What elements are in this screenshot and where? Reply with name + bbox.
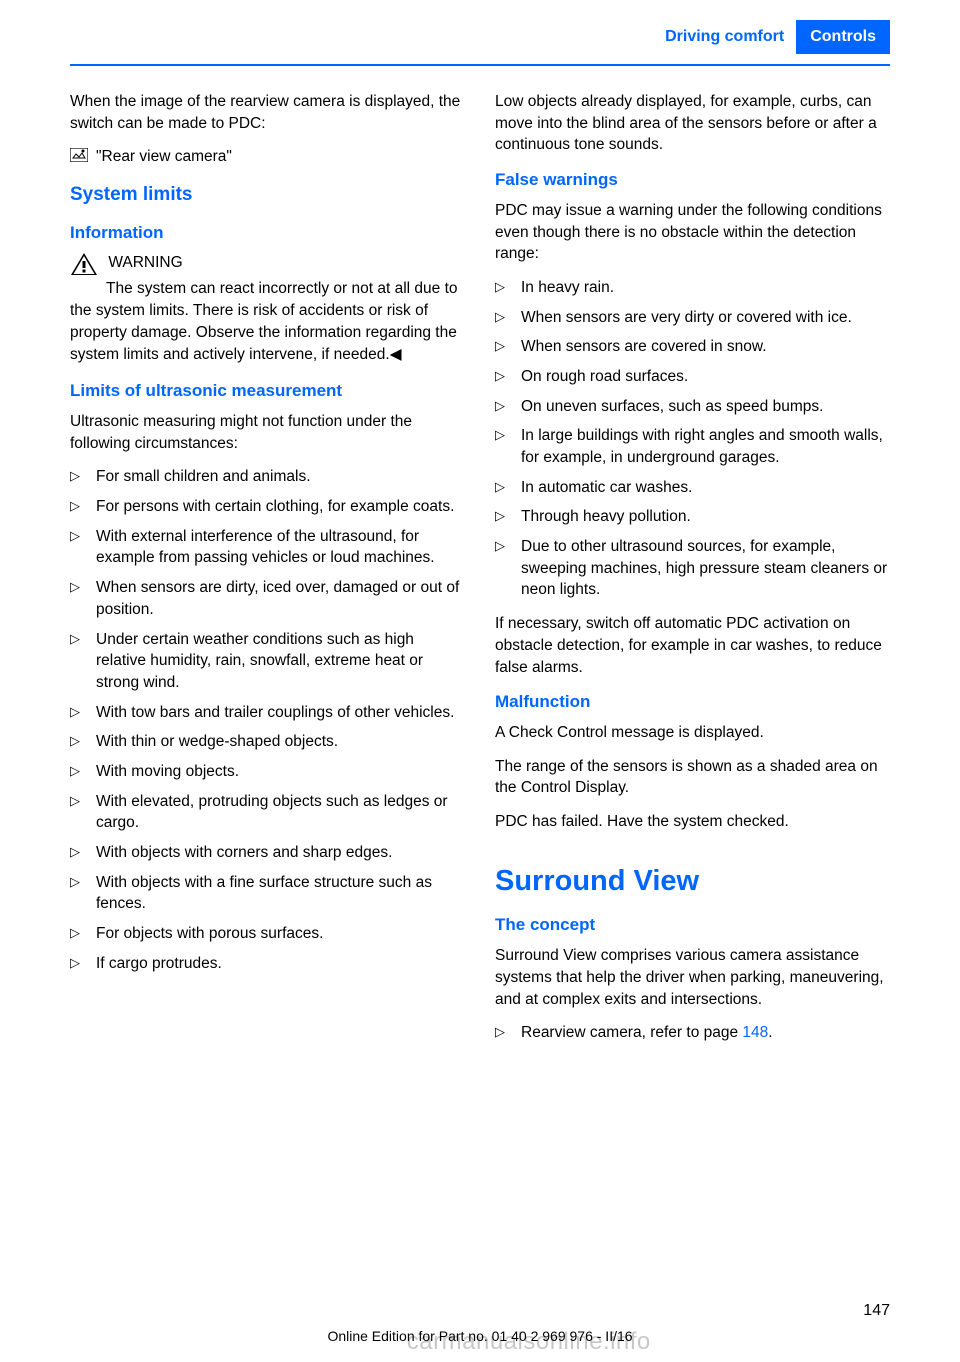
left-column: When the image of the rearview camera is…: [70, 91, 465, 1056]
intro-paragraph: When the image of the rearview camera is…: [70, 91, 465, 134]
list-item: For small children and animals.: [70, 466, 465, 488]
list-item: In large buildings with right angles and…: [495, 425, 890, 468]
list-item: On uneven surfaces, such as speed bumps.: [495, 396, 890, 418]
list-item: With objects with a fine surface structu…: [70, 872, 465, 915]
page-header: Driving comfort Controls: [0, 0, 960, 54]
page-number: 147: [863, 1302, 890, 1320]
heading-limits-ultrasonic: Limits of ultrasonic measurement: [70, 379, 465, 403]
right-column: Low objects already displayed, for examp…: [495, 91, 890, 1056]
false-list: In heavy rain. When sensors are very dir…: [495, 277, 890, 601]
heading-information: Information: [70, 221, 465, 245]
warning-icon: [70, 252, 98, 276]
header-divider: [70, 64, 890, 66]
malfunction-p2: The range of the sensors is shown as a s…: [495, 756, 890, 799]
list-item: With objects with corners and sharp edge…: [70, 842, 465, 864]
heading-the-concept: The concept: [495, 913, 890, 937]
malfunction-p1: A Check Control message is displayed.: [495, 722, 890, 744]
list-item: On rough road surfaces.: [495, 366, 890, 388]
breadcrumb-section: Driving comfort: [665, 28, 784, 46]
list-item: For persons with certain clothing, for e…: [70, 496, 465, 518]
warning-label: WARNING: [108, 254, 182, 271]
list-item: When sensors are very dirty or covered w…: [495, 307, 890, 329]
list-item: With tow bars and trailer couplings of o…: [70, 702, 465, 724]
list-item: With elevated, protruding objects such a…: [70, 791, 465, 834]
heading-surround-view: Surround View: [495, 861, 890, 902]
false-intro: PDC may issue a warning under the follow…: [495, 200, 890, 265]
list-item: With moving objects.: [70, 761, 465, 783]
limits-intro: Ultrasonic measuring might not function …: [70, 411, 465, 454]
ref-prefix: Rearview camera, refer to page: [521, 1024, 742, 1041]
list-item: When sensors are covered in snow.: [495, 336, 890, 358]
low-objects-paragraph: Low objects already displayed, for examp…: [495, 91, 890, 156]
menu-item-label: "Rear view camera": [96, 148, 232, 165]
warning-body: The system can react incorrectly or not …: [70, 278, 465, 365]
heading-malfunction: Malfunction: [495, 690, 890, 714]
concept-body: Surround View comprises various camera a…: [495, 945, 890, 1010]
footer-line: Online Edition for Part no. 01 40 2 969 …: [0, 1328, 960, 1362]
warning-block: WARNING The system can react incorrectly…: [70, 252, 465, 365]
list-item: Rearview camera, refer to page 148.: [495, 1022, 890, 1044]
list-item: For objects with porous surfaces.: [70, 923, 465, 945]
heading-false-warnings: False warnings: [495, 168, 890, 192]
heading-system-limits: System limits: [70, 182, 465, 209]
list-item: With thin or wedge-shaped objects.: [70, 731, 465, 753]
list-item: Due to other ultrasound sources, for exa…: [495, 536, 890, 601]
concept-ref-list: Rearview camera, refer to page 148.: [495, 1022, 890, 1044]
breadcrumb-chapter: Controls: [796, 20, 890, 54]
menu-icon: [70, 148, 88, 162]
list-item: If cargo protrudes.: [70, 953, 465, 975]
list-item: In heavy rain.: [495, 277, 890, 299]
list-item: When sensors are dirty, iced over, dam­a…: [70, 577, 465, 620]
malfunction-p3: PDC has failed. Have the system checked.: [495, 811, 890, 833]
page-ref-link[interactable]: 148: [742, 1024, 768, 1041]
list-item: In automatic car washes.: [495, 477, 890, 499]
menu-item-rear-view: "Rear view camera": [70, 146, 465, 168]
false-outro: If necessary, switch off automatic PDC a…: [495, 613, 890, 678]
list-item: Under certain weather conditions such as…: [70, 629, 465, 694]
list-item: Through heavy pollution.: [495, 506, 890, 528]
content-columns: When the image of the rearview camera is…: [0, 91, 960, 1056]
list-item: With external interference of the ultra­…: [70, 526, 465, 569]
ref-suffix: .: [768, 1024, 772, 1041]
limits-list: For small children and animals. For pers…: [70, 466, 465, 974]
